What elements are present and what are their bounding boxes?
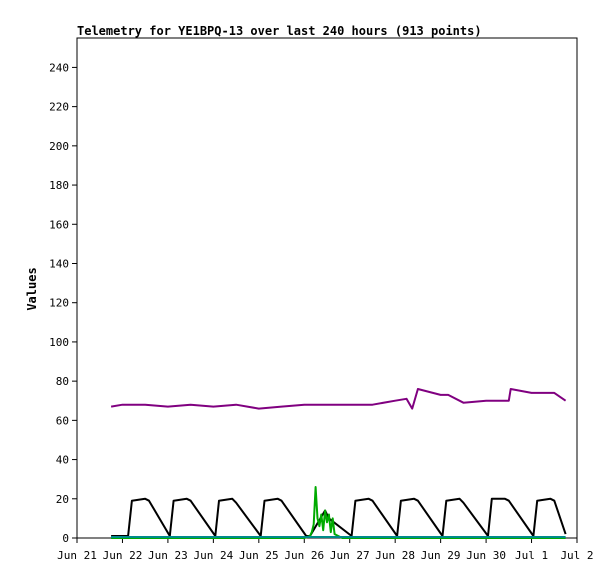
series-line-1	[110, 388, 567, 410]
y-tick-label: 20	[56, 493, 69, 506]
x-tick-label: Jul 2	[560, 549, 593, 562]
y-tick-label: 60	[56, 414, 69, 427]
x-tick-label: Jun 21	[57, 549, 97, 562]
x-tick-label: Jun 29	[421, 549, 461, 562]
x-tick-label: Jun 25	[239, 549, 279, 562]
y-tick-label: 180	[49, 179, 69, 192]
x-tick-label: Jun 24	[193, 549, 233, 562]
chart-title: Telemetry for YE1BPQ-13 over last 240 ho…	[77, 24, 482, 38]
y-tick-label: 220	[49, 101, 69, 114]
y-tick-label: 140	[49, 257, 69, 270]
x-tick-label: Jun 30	[466, 549, 506, 562]
x-tick-label: Jun 27	[330, 549, 370, 562]
y-tick-label: 0	[62, 532, 69, 545]
x-axis: Jun 21 Jun 22 Jun 23 Jun 24 Jun 25 Jun 26 Jun …	[57, 538, 594, 562]
y-tick-label: 120	[49, 297, 69, 310]
x-tick-label: Jun 22	[103, 549, 143, 562]
y-tick-label: 100	[49, 336, 69, 349]
y-tick-label: 240	[49, 61, 69, 74]
y-axis: 0 20 40 60 80 100 120 140 160 180 200 220 240	[49, 61, 77, 545]
y-tick-label: 200	[49, 140, 69, 153]
y-tick-label: 80	[56, 375, 69, 388]
x-tick-label: Jun 26	[284, 549, 324, 562]
series-layer	[110, 388, 567, 539]
plot-frame	[76, 37, 578, 539]
y-axis-label: Values	[25, 267, 39, 310]
x-tick-label: Jul 1	[515, 549, 548, 562]
x-tick-label: Jun 28	[375, 549, 415, 562]
series-line-2	[111, 497, 567, 537]
y-tick-label: 160	[49, 218, 69, 231]
x-tick-label: Jun 23	[148, 549, 188, 562]
y-tick-label: 40	[56, 454, 69, 467]
